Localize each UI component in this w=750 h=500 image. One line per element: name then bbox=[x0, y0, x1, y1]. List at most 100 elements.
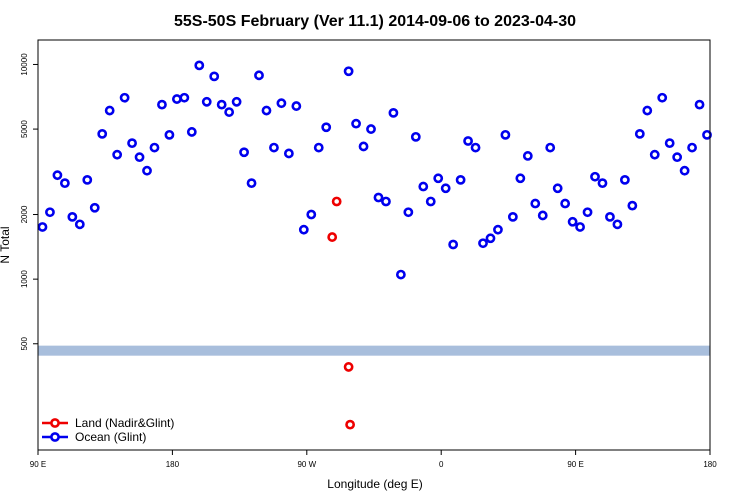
data-point bbox=[343, 362, 354, 372]
data-point bbox=[97, 128, 108, 139]
data-point bbox=[142, 165, 152, 176]
data-point bbox=[164, 129, 175, 140]
data-point bbox=[537, 210, 548, 221]
x-axis: 90 E 180 90 W 0 90 E 180 bbox=[30, 450, 717, 469]
series-ocean bbox=[37, 60, 712, 280]
data-point bbox=[67, 211, 78, 222]
data-point bbox=[104, 105, 115, 116]
data-point bbox=[351, 118, 361, 129]
data-point bbox=[59, 178, 70, 189]
data-point bbox=[560, 198, 571, 209]
y-tick-label: 10000 bbox=[20, 53, 29, 76]
data-point bbox=[321, 122, 332, 133]
data-point bbox=[672, 152, 683, 163]
data-point bbox=[119, 92, 130, 103]
legend-label: Land (Nadir&Glint) bbox=[75, 416, 174, 430]
legend-item: Ocean (Glint) bbox=[42, 430, 146, 444]
data-point bbox=[567, 216, 578, 227]
data-point bbox=[331, 196, 342, 207]
y-axis-label: N Total bbox=[0, 226, 12, 263]
chart-title: 55S-50S February (Ver 11.1) 2014-09-06 t… bbox=[174, 13, 576, 30]
data-point bbox=[448, 239, 459, 250]
data-point bbox=[89, 202, 100, 213]
data-point bbox=[649, 149, 660, 160]
data-point bbox=[634, 128, 645, 139]
x-axis-label: Longitude (deg E) bbox=[327, 477, 422, 491]
data-point bbox=[545, 142, 556, 153]
x-tick-label: 90 E bbox=[567, 460, 583, 469]
data-point bbox=[366, 124, 376, 134]
data-point bbox=[157, 99, 167, 110]
data-point bbox=[485, 233, 496, 244]
data-point bbox=[381, 196, 391, 207]
data-point bbox=[283, 148, 294, 159]
legend-marker bbox=[50, 418, 60, 428]
data-point bbox=[345, 419, 356, 430]
data-point bbox=[373, 192, 384, 203]
data-point bbox=[74, 219, 85, 230]
data-point bbox=[507, 211, 518, 222]
data-point bbox=[597, 178, 608, 189]
data-point bbox=[575, 222, 585, 232]
data-point bbox=[209, 71, 220, 82]
data-point bbox=[37, 222, 48, 232]
data-point bbox=[470, 142, 481, 153]
data-point bbox=[112, 149, 123, 160]
data-point bbox=[440, 183, 451, 194]
data-point bbox=[134, 152, 145, 163]
data-point bbox=[410, 131, 421, 142]
data-point bbox=[425, 196, 436, 207]
data-point bbox=[403, 207, 414, 218]
y-axis: 500 1000 2000 5000 10000 bbox=[20, 53, 38, 351]
data-point bbox=[246, 178, 257, 189]
data-point bbox=[582, 207, 593, 218]
x-tick-label: 180 bbox=[166, 460, 180, 469]
data-point bbox=[493, 224, 503, 235]
data-point bbox=[216, 99, 227, 110]
y-tick-label: 500 bbox=[20, 337, 29, 351]
data-point bbox=[231, 96, 242, 107]
data-point bbox=[52, 170, 63, 181]
data-point bbox=[522, 151, 533, 161]
data-point bbox=[45, 207, 55, 218]
data-point bbox=[261, 105, 272, 116]
x-tick-label: 0 bbox=[439, 460, 444, 469]
y-tick-label: 5000 bbox=[20, 120, 29, 138]
data-point bbox=[478, 238, 488, 249]
data-point bbox=[702, 129, 712, 140]
data-point bbox=[291, 101, 302, 111]
data-point bbox=[388, 107, 399, 118]
threshold-band bbox=[38, 345, 710, 356]
y-tick-label: 1000 bbox=[20, 270, 29, 288]
data-point bbox=[500, 129, 511, 140]
data-point bbox=[224, 107, 235, 117]
y-tick-label: 2000 bbox=[20, 205, 29, 223]
data-point bbox=[455, 174, 466, 185]
data-point bbox=[179, 92, 190, 103]
data-point bbox=[605, 211, 615, 222]
data-point bbox=[186, 127, 197, 137]
data-point bbox=[642, 105, 653, 116]
data-point bbox=[306, 209, 317, 220]
data-point bbox=[694, 99, 705, 110]
plot-frame bbox=[37, 39, 711, 451]
data-point bbox=[627, 200, 638, 211]
x-tick-label: 90 W bbox=[297, 460, 316, 469]
legend-item: Land (Nadir&Glint) bbox=[42, 416, 174, 430]
data-point bbox=[552, 183, 563, 194]
data-point bbox=[127, 138, 137, 149]
data-point bbox=[171, 94, 182, 104]
data-point bbox=[298, 224, 309, 235]
data-point bbox=[82, 174, 93, 185]
data-point bbox=[418, 181, 429, 192]
data-point bbox=[343, 66, 354, 77]
data-point bbox=[515, 173, 526, 184]
data-point bbox=[395, 269, 406, 280]
data-point bbox=[687, 142, 697, 153]
data-point bbox=[619, 174, 630, 185]
data-point bbox=[358, 141, 369, 152]
data-point bbox=[612, 219, 623, 230]
data-point bbox=[657, 92, 668, 103]
x-tick-label: 180 bbox=[703, 460, 717, 469]
data-point bbox=[679, 165, 690, 176]
